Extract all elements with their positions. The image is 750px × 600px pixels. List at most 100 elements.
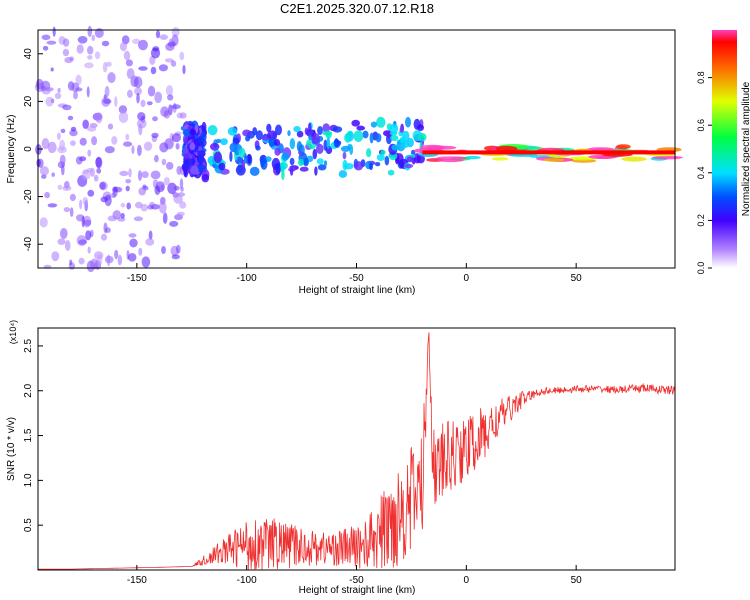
heatmap-cell: [86, 86, 90, 98]
heatmap-cell: [69, 129, 78, 137]
heatmap-cell: [173, 185, 180, 191]
heatmap-cell: [323, 139, 328, 151]
heatmap-cell: [349, 144, 354, 156]
heatmap-cell: [87, 189, 95, 197]
heatmap-cell: [75, 156, 83, 165]
heatmap-cell: [375, 133, 382, 143]
heatmap-cell: [210, 142, 220, 151]
heatmap-cell: [160, 184, 165, 191]
heatmap-cell: [391, 144, 399, 151]
heatmap-cell: [326, 137, 331, 150]
heatmap-cell: [160, 106, 170, 117]
heatmap-cell: [317, 126, 323, 135]
heatmap-cell: [255, 130, 263, 141]
heatmap-cell: [127, 252, 137, 262]
x-tick-label: -100: [237, 273, 257, 284]
heatmap-cell: [118, 105, 128, 114]
heatmap-cell: [296, 130, 304, 138]
heatmap-cell: [380, 149, 386, 155]
heatmap-cell: [57, 87, 61, 93]
heatmap-cell: [136, 118, 147, 129]
heatmap-cell: [161, 246, 166, 254]
heatmap-cell: [57, 146, 67, 154]
heatmap-cell: [123, 141, 133, 147]
snr-panel: -150 -100 -50 0 50 0.5 1.0 1.5 2.0 2.5 Height of…: [6, 320, 676, 596]
heatmap-cell: [69, 259, 73, 266]
heatmap-cell: [87, 149, 92, 157]
heatmap-cell: [85, 230, 92, 241]
heatmap-cell: [179, 51, 185, 61]
heatmap-cell: [154, 185, 161, 196]
heatmap-cell: [54, 92, 62, 100]
heatmap-cell: [138, 247, 143, 256]
heatmap-cell: [171, 133, 181, 143]
heatmap-cell: [47, 203, 58, 208]
heatmap-cell: [107, 123, 114, 130]
heatmap-cell: [163, 177, 170, 186]
heatmap-cell: [182, 64, 186, 75]
y-tick-label: 40: [23, 48, 34, 60]
heatmap-cell: [260, 158, 268, 170]
heatmap-cell: [218, 162, 226, 171]
heatmap-cell: [47, 141, 57, 154]
heatmap-cell: [158, 64, 168, 72]
heatmap-cell: [126, 202, 131, 210]
heatmap-cell: [267, 130, 278, 140]
heatmap-cell: [167, 94, 174, 101]
heatmap-cell: [145, 238, 155, 246]
heatmap-cell: [197, 150, 206, 158]
heatmap-cell: [171, 40, 175, 46]
heatmap-cell: [87, 45, 94, 55]
heatmap-cell: [84, 62, 94, 69]
heatmap-cell: [87, 25, 93, 37]
y-tick-label: 0: [23, 146, 34, 152]
heatmap-cell: [63, 207, 71, 213]
spectrogram-x-label: Height of straight line (km): [299, 285, 416, 296]
heatmap-cell: [400, 140, 410, 148]
heatmap-cell: [165, 85, 174, 96]
heatmap-cell: [241, 159, 245, 171]
heatmap-cell: [387, 169, 395, 176]
heatmap-cell: [495, 145, 518, 152]
heatmap-cell: [78, 239, 88, 245]
heatmap-cell: [179, 201, 187, 209]
heatmap-cell: [149, 201, 155, 208]
snr-y-ticks: 0.5 1.0 1.5 2.0 2.5: [23, 339, 43, 532]
snr-y-label: SNR (10 * v/v): [6, 417, 17, 481]
heatmap-cell: [435, 156, 468, 160]
heatmap-cell: [404, 163, 414, 169]
heatmap-cell: [102, 61, 108, 73]
heatmap-cell: [182, 129, 192, 137]
heatmap-cell: [86, 126, 97, 132]
heatmap-cell: [238, 147, 246, 158]
heatmap-cell: [209, 160, 213, 167]
snr-x-ticks: -150 -100 -50 0 50: [127, 565, 582, 586]
heatmap-cell: [125, 133, 130, 141]
heatmap-cell: [273, 139, 281, 146]
heatmap-cell: [161, 158, 167, 166]
heatmap-cell: [176, 244, 181, 254]
heatmap-cell: [417, 124, 424, 131]
heatmap-cell: [242, 129, 252, 137]
heatmap-cell: [405, 116, 411, 128]
heatmap-cell: [132, 38, 141, 44]
heatmap-cell: [390, 134, 399, 142]
y-tick-label: 0.5: [23, 518, 34, 532]
x-tick-label: -50: [349, 575, 364, 586]
heatmap-cell: [374, 162, 381, 167]
heatmap-cell: [308, 122, 312, 133]
heatmap-cell: [304, 127, 309, 135]
heatmap-cell: [491, 157, 509, 161]
snr-line: [38, 332, 676, 571]
heatmap-cell: [131, 145, 135, 154]
colorbar-tick-label: 0.2: [696, 214, 706, 227]
figure-title: C2E1.2025.320.07.12.R18: [280, 1, 434, 16]
heatmap-cell: [201, 121, 207, 134]
heatmap-cell: [138, 66, 148, 71]
heatmap-cell: [342, 151, 347, 160]
heatmap-cell: [57, 184, 63, 190]
heatmap-cell: [111, 136, 118, 145]
heatmap-cell: [179, 112, 187, 119]
heatmap-cell: [173, 194, 183, 204]
heatmap-cell: [148, 230, 153, 240]
